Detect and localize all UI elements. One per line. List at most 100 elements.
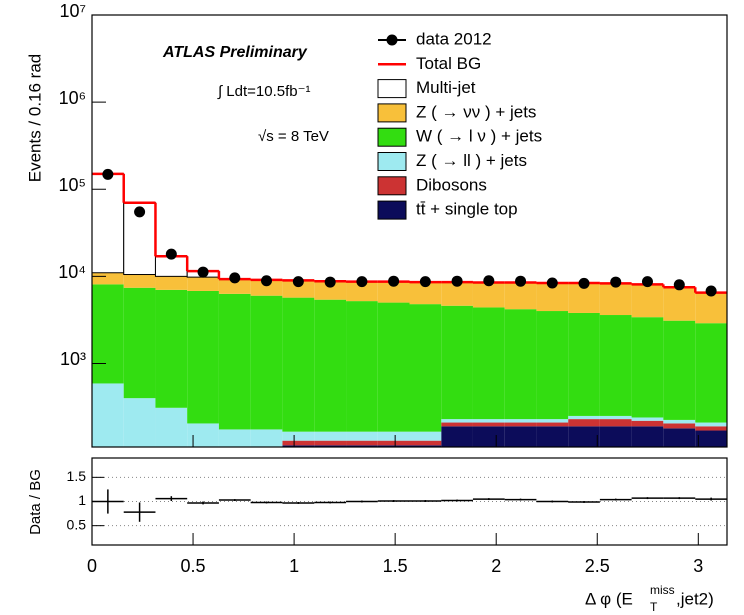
stack-bar: [91, 173, 125, 274]
stack-bar: [155, 276, 188, 290]
data-point: [610, 276, 622, 288]
stack-bar: [314, 431, 347, 441]
x-axis-label-sup: miss: [650, 583, 675, 597]
stack-bar: [409, 445, 442, 447]
data-point: [515, 275, 527, 287]
stack-bar: [346, 301, 378, 432]
stack-bar: [441, 305, 473, 420]
stack-bar: [568, 415, 600, 420]
x-tick-label: 0: [87, 556, 97, 576]
legend-label: Z ( → νν ) + jets: [416, 102, 536, 121]
legend-label: tt̄ + single top: [416, 200, 518, 219]
stack-bar: [504, 419, 537, 423]
legend-swatch: [377, 127, 407, 147]
y-tick-label: 0.5: [67, 516, 87, 532]
stack-bar: [123, 287, 156, 399]
data-point: [641, 276, 653, 288]
stack-bar: [346, 440, 378, 446]
stack-bar: [536, 426, 569, 447]
stack-bar: [631, 417, 664, 421]
stack-bar: [472, 282, 505, 308]
luminosity-label: ∫ Ldt=10.5fb⁻¹: [217, 83, 311, 100]
x-tick-label: 1: [289, 556, 299, 576]
legend-swatch: [377, 79, 407, 99]
stack-bar: [695, 426, 727, 431]
legend-label: Multi-jet: [416, 78, 476, 97]
x-axis-label: ,jet2): [676, 589, 714, 608]
stack-bar: [504, 309, 537, 420]
y-tick-label: 10⁵: [59, 175, 86, 195]
stack-bar: [472, 426, 505, 447]
x-tick-label: 1.5: [383, 556, 408, 576]
data-point: [324, 276, 336, 288]
stack-bar: [599, 426, 632, 447]
stack-bar: [218, 293, 251, 430]
stack-bar: [663, 428, 696, 447]
stack-bar: [631, 426, 664, 447]
stack-bar: [631, 284, 664, 318]
y-tick-label: 1: [78, 492, 86, 508]
data-point: [356, 276, 368, 288]
data-point: [292, 276, 304, 288]
data-point: [546, 277, 558, 289]
data-point: [229, 272, 241, 284]
energy-label: √s = 8 TeV: [258, 128, 329, 145]
data-point: [705, 285, 717, 297]
x-tick-label: 2: [491, 556, 501, 576]
stack-bar: [599, 283, 632, 316]
data-point: [451, 275, 463, 287]
stack-bar: [92, 272, 124, 285]
stack-bar: [377, 445, 410, 447]
stack-bar: [346, 281, 378, 302]
stack-bar: [695, 323, 727, 423]
stack-bar: [377, 440, 410, 446]
atlas-label: ATLAS Preliminary: [162, 44, 308, 61]
legend-label: W ( → l ν ) + jets: [416, 127, 542, 146]
stack-bar: [123, 274, 156, 288]
x-axis-label: Δ φ (E: [585, 589, 633, 608]
data-point: [102, 168, 114, 180]
stack-bar: [568, 426, 600, 447]
stack-bar: [663, 419, 696, 424]
ratio-y-axis-label: Data / BG: [27, 469, 44, 535]
stack-bar: [663, 320, 696, 420]
stack-bar: [346, 431, 378, 441]
stack-bar: [92, 284, 124, 384]
x-axis-label-sub: T: [650, 600, 658, 614]
y-tick-label: 10⁴: [58, 262, 86, 282]
stack-bar: [441, 426, 473, 447]
data-point: [388, 275, 400, 287]
stack-bar: [123, 398, 156, 447]
stack-bar: [631, 317, 664, 418]
data-point: [197, 266, 209, 278]
stack-bar: [377, 431, 410, 441]
stack-bar: [599, 419, 632, 427]
stack-bar: [314, 281, 347, 300]
y-tick-label: 10⁷: [59, 1, 86, 21]
stack-bar: [282, 297, 315, 432]
y-axis-label: Events / 0.16 rad: [25, 54, 44, 183]
stack-bar: [409, 431, 442, 441]
stack-bar: [441, 282, 473, 306]
stack-bar: [536, 419, 569, 423]
plot-frame: [91, 14, 728, 448]
stack-bar: [346, 445, 378, 447]
x-tick-label: 2.5: [585, 556, 610, 576]
x-tick-label: 3: [693, 556, 703, 576]
stack-bar: [695, 430, 727, 447]
stack-bar: [187, 277, 219, 291]
stack-bar: [472, 419, 505, 423]
legend-label: Dibosons: [416, 175, 487, 194]
stack-bar: [409, 440, 442, 446]
stack-bar: [441, 419, 473, 423]
stack-bar: [568, 419, 600, 427]
stack-bar: [250, 429, 283, 447]
stack-bar: [377, 302, 410, 432]
stack-bar: [536, 311, 569, 420]
stack-bar: [218, 429, 251, 447]
data-point: [483, 275, 495, 287]
stack-bar: [250, 279, 283, 296]
stack-bar: [536, 422, 569, 427]
stack-bar: [218, 279, 251, 294]
stack-bar: [568, 312, 600, 416]
